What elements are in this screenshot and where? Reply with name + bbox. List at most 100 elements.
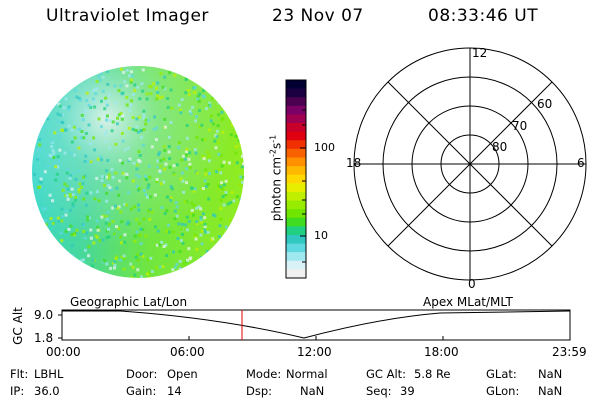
uv-pixel [240,154,244,158]
uv-pixel [146,118,150,122]
uv-pixel [192,213,195,217]
uv-pixel [87,254,91,258]
uv-pixel [234,134,238,138]
uv-pixel [49,257,53,261]
apex-label: Apex MLat/MLT [423,295,513,309]
uv-pixel [237,262,241,266]
uv-pixel [96,228,100,232]
uv-pixel [135,230,139,234]
uv-pixel [120,132,124,135]
uv-pixel [160,206,164,209]
uv-pixel [103,184,107,187]
uv-pixel [83,267,86,271]
uv-pixel [171,268,175,272]
uv-pixel [179,239,183,243]
uv-pixel [142,128,146,132]
uv-pixel [238,258,242,262]
uv-pixel [173,217,177,221]
uv-pixel [94,234,98,238]
uv-pixel [173,66,176,70]
uv-pixel [73,231,77,235]
uv-pixel [86,218,90,222]
uv-pixel [241,129,244,133]
uv-pixel [82,229,86,233]
uv-pixel [224,191,228,194]
colorbar [286,80,306,279]
uv-pixel [186,89,190,92]
uv-pixel [87,216,91,220]
uv-pixel [201,154,205,158]
uv-pixel [142,217,146,221]
uv-pixel [148,271,151,275]
uv-pixel [89,236,93,240]
uv-pixel [121,161,124,165]
uv-pixel [180,171,184,175]
uv-pixel [241,224,244,228]
uv-pixel [113,264,117,267]
uv-pixel [198,109,201,113]
uv-pixel [155,179,159,183]
uv-pixel [165,254,169,257]
uv-pixel [97,270,101,274]
uv-pixel [220,187,224,191]
uv-pixel [164,162,168,166]
uv-pixel [66,271,69,275]
uv-pixel [141,68,145,72]
uv-pixel [210,276,214,278]
uv-pixel [132,161,136,165]
uv-pixel [180,228,184,232]
uv-pixel [83,160,87,163]
uv-pixel [131,127,135,131]
uv-pixel [46,80,50,84]
uv-pixel [163,75,167,79]
uv-pixel [60,207,64,211]
uv-pixel [122,70,126,74]
geographic-label: Geographic Lat/Lon [70,295,188,309]
uv-pixel [123,257,127,261]
uv-pixel [121,171,125,175]
uv-pixel [231,100,235,104]
uv-pixel [185,228,189,232]
uv-pixel [39,148,43,152]
uv-pixel [109,266,113,270]
uv-pixel [194,151,198,155]
uv-pixel [38,138,42,142]
uv-pixel [66,262,70,266]
uv-pixel [233,223,237,227]
uv-pixel [38,220,42,224]
uv-pixel [197,99,201,103]
uv-pixel [204,185,208,188]
uv-pixel [128,74,132,78]
uv-pixel [163,149,167,152]
uv-pixel [178,267,182,271]
uv-pixel [58,148,62,152]
uv-pixel [49,217,53,221]
uv-pixel [73,153,76,157]
uv-pixel [57,135,61,138]
uv-pixel [193,71,197,75]
uv-pixel [159,71,163,75]
uv-pixel [170,106,174,110]
uv-pixel [158,169,162,173]
uv-pixel [134,255,138,259]
colorbar-band [286,97,306,107]
uv-pixel [73,74,77,77]
uv-pixel [128,157,132,161]
uv-pixel [181,68,185,72]
uv-pixel [232,272,236,276]
uv-pixel [232,270,236,274]
uv-pixel [67,124,71,128]
uv-pixel [208,270,212,274]
uv-pixel [96,226,100,230]
glon-value: NaN [538,384,563,398]
uv-pixel [125,95,129,99]
uv-pixel [188,151,192,155]
uv-pixel [131,179,135,183]
uv-pixel [43,170,47,174]
uv-pixel [190,201,194,205]
uv-pixel [70,77,74,80]
uv-pixel [32,109,36,113]
uv-pixel [108,119,112,123]
uv-pixel [36,157,40,161]
uv-pixel [120,113,124,117]
